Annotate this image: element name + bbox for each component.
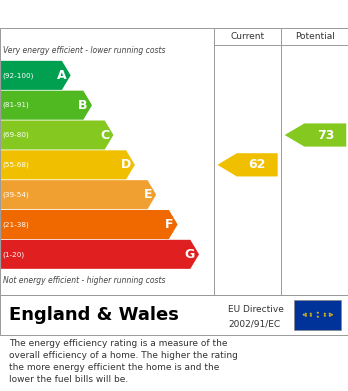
Text: (69-80): (69-80) — [3, 132, 30, 138]
Text: Energy Efficiency Rating: Energy Efficiency Rating — [9, 7, 219, 22]
Text: ★: ★ — [302, 313, 305, 317]
Text: 2002/91/EC: 2002/91/EC — [228, 319, 280, 328]
Polygon shape — [1, 210, 177, 239]
Text: (55-68): (55-68) — [3, 161, 30, 168]
Polygon shape — [1, 240, 199, 269]
Text: Not energy efficient - higher running costs: Not energy efficient - higher running co… — [3, 276, 166, 285]
Text: (39-54): (39-54) — [3, 192, 30, 198]
Text: (21-38): (21-38) — [3, 221, 30, 228]
Text: ★: ★ — [328, 312, 332, 316]
Polygon shape — [1, 180, 156, 209]
Text: ★: ★ — [316, 311, 319, 316]
Bar — [294, 300, 341, 330]
Polygon shape — [1, 150, 135, 179]
Text: G: G — [184, 248, 195, 261]
Text: (92-100): (92-100) — [3, 72, 34, 79]
Text: England & Wales: England & Wales — [9, 306, 179, 324]
Text: ★: ★ — [328, 314, 332, 318]
Text: Current: Current — [230, 32, 265, 41]
Polygon shape — [1, 61, 71, 90]
Text: (81-91): (81-91) — [3, 102, 30, 108]
Text: ★: ★ — [303, 314, 307, 318]
Polygon shape — [218, 153, 278, 176]
Text: Very energy efficient - lower running costs: Very energy efficient - lower running co… — [3, 46, 166, 55]
Polygon shape — [1, 120, 113, 149]
Text: D: D — [120, 158, 130, 171]
Text: ★: ★ — [323, 314, 326, 318]
Text: 62: 62 — [248, 158, 266, 171]
Text: The energy efficiency rating is a measure of the
overall efficiency of a home. T: The energy efficiency rating is a measur… — [9, 339, 238, 384]
Polygon shape — [285, 124, 346, 147]
Text: ★: ★ — [303, 312, 307, 316]
Text: C: C — [100, 129, 109, 142]
Text: ★: ★ — [309, 314, 313, 318]
Polygon shape — [1, 91, 92, 120]
Text: ★: ★ — [330, 313, 333, 317]
Text: B: B — [78, 99, 88, 112]
Text: ★: ★ — [316, 315, 319, 319]
Text: E: E — [144, 188, 152, 201]
Text: ★: ★ — [323, 312, 326, 316]
Text: (1-20): (1-20) — [3, 251, 25, 258]
Text: F: F — [165, 218, 173, 231]
Text: EU Directive: EU Directive — [228, 305, 284, 314]
Text: 73: 73 — [317, 129, 334, 142]
Text: A: A — [57, 69, 66, 82]
Text: ★: ★ — [309, 312, 313, 316]
Text: Potential: Potential — [295, 32, 334, 41]
